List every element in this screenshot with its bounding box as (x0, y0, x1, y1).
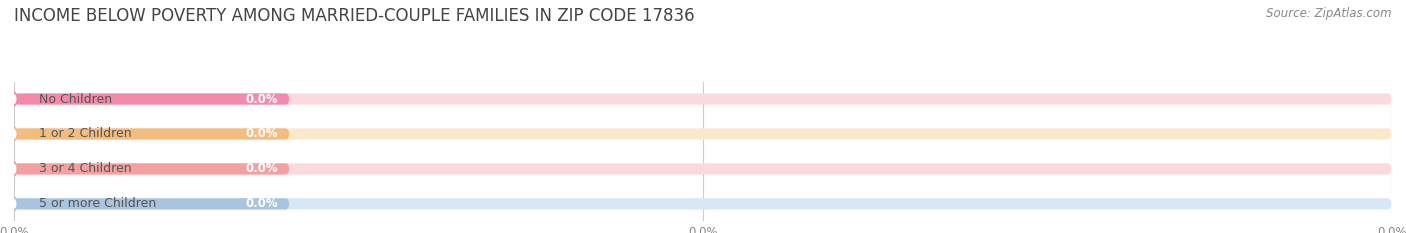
FancyBboxPatch shape (14, 128, 290, 140)
FancyBboxPatch shape (14, 128, 1392, 140)
Circle shape (13, 165, 15, 173)
Circle shape (13, 95, 15, 103)
Text: 1 or 2 Children: 1 or 2 Children (39, 127, 132, 140)
Text: 5 or more Children: 5 or more Children (39, 197, 156, 210)
Circle shape (11, 162, 17, 176)
FancyBboxPatch shape (14, 198, 290, 209)
Text: INCOME BELOW POVERTY AMONG MARRIED-COUPLE FAMILIES IN ZIP CODE 17836: INCOME BELOW POVERTY AMONG MARRIED-COUPL… (14, 7, 695, 25)
FancyBboxPatch shape (14, 163, 1392, 175)
FancyBboxPatch shape (14, 198, 1392, 209)
Text: 0.0%: 0.0% (246, 93, 278, 106)
Text: 0.0%: 0.0% (246, 162, 278, 175)
Circle shape (11, 127, 17, 141)
FancyBboxPatch shape (14, 163, 290, 175)
Circle shape (11, 92, 17, 106)
Text: No Children: No Children (39, 93, 112, 106)
Text: 0.0%: 0.0% (246, 127, 278, 140)
Circle shape (13, 200, 15, 208)
Text: 0.0%: 0.0% (246, 197, 278, 210)
FancyBboxPatch shape (14, 93, 1392, 105)
Text: Source: ZipAtlas.com: Source: ZipAtlas.com (1267, 7, 1392, 20)
FancyBboxPatch shape (14, 93, 290, 105)
Circle shape (11, 197, 17, 211)
Circle shape (13, 130, 15, 138)
Text: 3 or 4 Children: 3 or 4 Children (39, 162, 132, 175)
